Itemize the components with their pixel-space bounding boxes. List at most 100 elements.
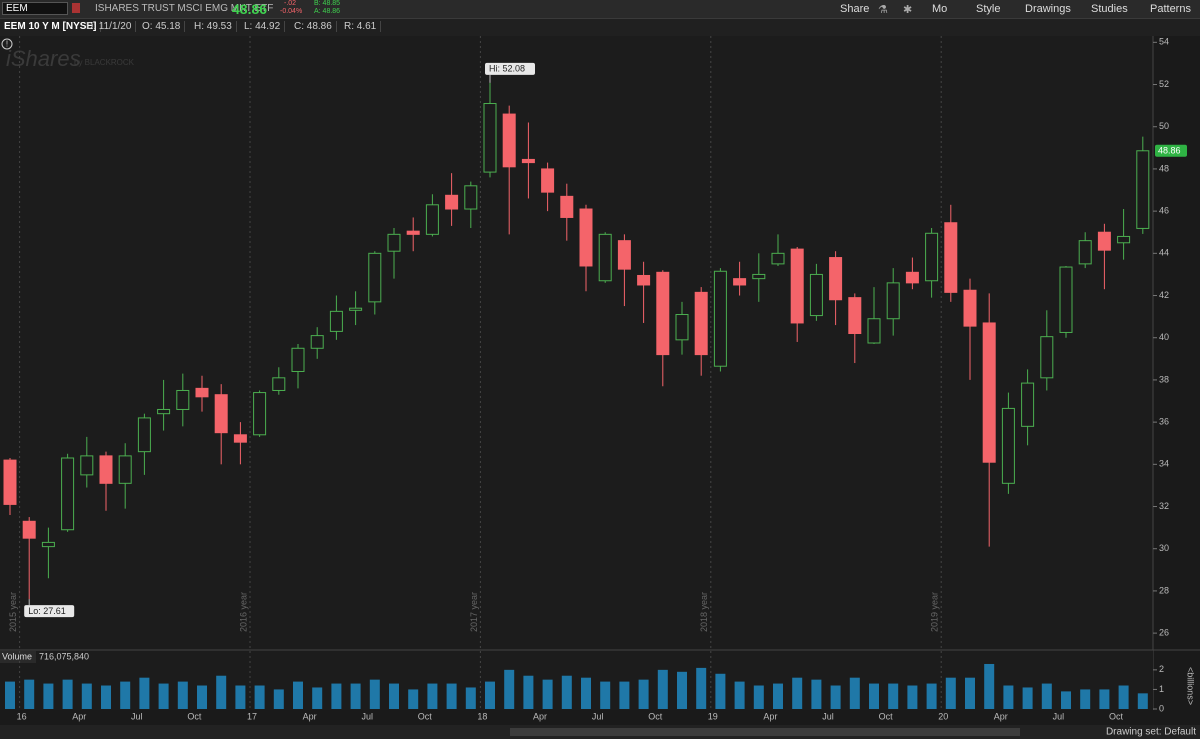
- annotation-text: Lo: 27.61: [28, 606, 66, 616]
- candle-body: [867, 318, 881, 344]
- settings-icon[interactable]: ✱: [903, 4, 913, 16]
- volume-bar: [446, 683, 457, 709]
- volume-bar: [408, 689, 419, 709]
- share-button[interactable]: Share: [840, 3, 870, 15]
- price-panel: [0, 36, 1153, 650]
- candle-body: [886, 282, 900, 320]
- candle-body: [713, 270, 727, 367]
- volume-bar: [5, 681, 15, 709]
- x-tick-label: Apr: [72, 711, 86, 721]
- volume-bar: [1061, 691, 1071, 709]
- volume-bar: [331, 683, 342, 709]
- candle-body: [1021, 382, 1035, 427]
- description: ISHARES TRUST MSCI EMG MKT ETF: [95, 3, 274, 14]
- date: D: 11/1/20: [82, 21, 137, 32]
- candle-body: [598, 233, 612, 282]
- candle-body: [483, 103, 497, 173]
- chart: ! iShares by BLACKROCK Drawing set: Defa…: [0, 36, 1200, 739]
- volume-bar: [389, 683, 399, 709]
- candle-body: [944, 222, 958, 293]
- volume-bar: [235, 685, 246, 709]
- style-button[interactable]: Style: [976, 3, 1001, 15]
- volume-bar: [773, 683, 783, 709]
- y-tick-label: 28: [1159, 585, 1169, 595]
- annotation-box: [485, 62, 535, 75]
- volume-y-tick-label: 1: [1159, 684, 1164, 694]
- candle-body: [541, 168, 555, 193]
- volume-bar: [81, 683, 92, 709]
- candle-body: [771, 252, 785, 265]
- candle-body: [291, 347, 305, 372]
- candle-body: [176, 389, 190, 410]
- chart-id: EEM 10 Y M [NYSE]: [0, 21, 102, 32]
- ask: A: 48.86: [314, 8, 341, 15]
- x-tick-label: Jul: [1053, 711, 1065, 721]
- x-tick-label: Oct: [418, 711, 433, 721]
- candle-body: [157, 408, 171, 415]
- candle-body: [99, 455, 113, 484]
- volume-bar: [523, 675, 534, 709]
- flask-icon[interactable]: ⚗: [878, 4, 888, 16]
- volume-bar: [1022, 687, 1033, 709]
- y-tick-label: 34: [1159, 459, 1169, 469]
- candle-body: [982, 322, 996, 463]
- scroll-thumb[interactable]: [510, 728, 1020, 736]
- volume-bar: [158, 683, 169, 709]
- change-pct: -0.04%: [280, 8, 303, 15]
- candle-body: [406, 230, 420, 235]
- y-tick-label: 36: [1159, 416, 1169, 426]
- x-tick-label: Apr: [994, 711, 1008, 721]
- volume-panel: [0, 650, 1153, 710]
- volume-bar: [1118, 685, 1129, 709]
- symbol-input[interactable]: EEM: [2, 2, 68, 15]
- candle-body: [656, 271, 670, 356]
- candle-body: [3, 459, 17, 505]
- volume-y-tick-label: 2: [1159, 664, 1164, 674]
- aggregation-button[interactable]: Mo: [932, 3, 948, 15]
- x-tick-label: Oct: [879, 711, 894, 721]
- low: L: 44.92: [240, 21, 286, 32]
- x-tick-label: Apr: [303, 711, 317, 721]
- volume-bar: [139, 677, 150, 709]
- year-marker-label: 2015 year: [8, 592, 18, 632]
- volume-title-box: [0, 651, 36, 663]
- link-icon[interactable]: [72, 3, 80, 13]
- candle-body: [445, 194, 459, 210]
- volume-bar: [216, 675, 227, 709]
- year-marker-label: 2018 year: [699, 592, 709, 632]
- x-tick-label: Jul: [592, 711, 604, 721]
- studies-button[interactable]: Studies: [1091, 3, 1128, 15]
- change: -.02: [284, 0, 297, 7]
- info-icon-glyph: !: [6, 40, 8, 49]
- candle-body: [253, 392, 267, 436]
- candle-body: [1078, 240, 1092, 265]
- x-tick-label: Jul: [131, 711, 143, 721]
- volume-bar: [350, 683, 361, 709]
- y-tick-label: 40: [1159, 332, 1169, 342]
- volume-bar: [792, 677, 803, 709]
- x-tick-label: Apr: [763, 711, 777, 721]
- volume-y-tick-label: 0: [1159, 703, 1164, 713]
- candle-body: [848, 297, 862, 335]
- volume-bar: [427, 683, 438, 709]
- info-bar: EEM 10 Y M [NYSE] D: 11/1/20 O: 45.18 H:…: [0, 19, 1200, 37]
- info-icon[interactable]: [1, 38, 13, 50]
- y-tick-label: 48: [1159, 163, 1169, 173]
- volume-bar: [830, 685, 841, 709]
- last-price-tag: [1155, 144, 1187, 157]
- patterns-button[interactable]: Patterns: [1150, 3, 1191, 15]
- volume-bar: [62, 679, 73, 709]
- x-axis-area: [0, 710, 1200, 725]
- x-tick-label: Jul: [361, 711, 373, 721]
- candle-body: [214, 394, 228, 434]
- volume-bar: [465, 687, 476, 709]
- candle-body: [1097, 231, 1111, 251]
- x-tick-label: 18: [477, 711, 487, 721]
- drawings-button[interactable]: Drawings: [1025, 3, 1071, 15]
- volume-bar: [1080, 689, 1091, 709]
- candle-body: [137, 417, 151, 453]
- candle-body: [502, 113, 516, 168]
- y-tick-label: 52: [1159, 79, 1169, 89]
- volume-bar: [734, 681, 745, 709]
